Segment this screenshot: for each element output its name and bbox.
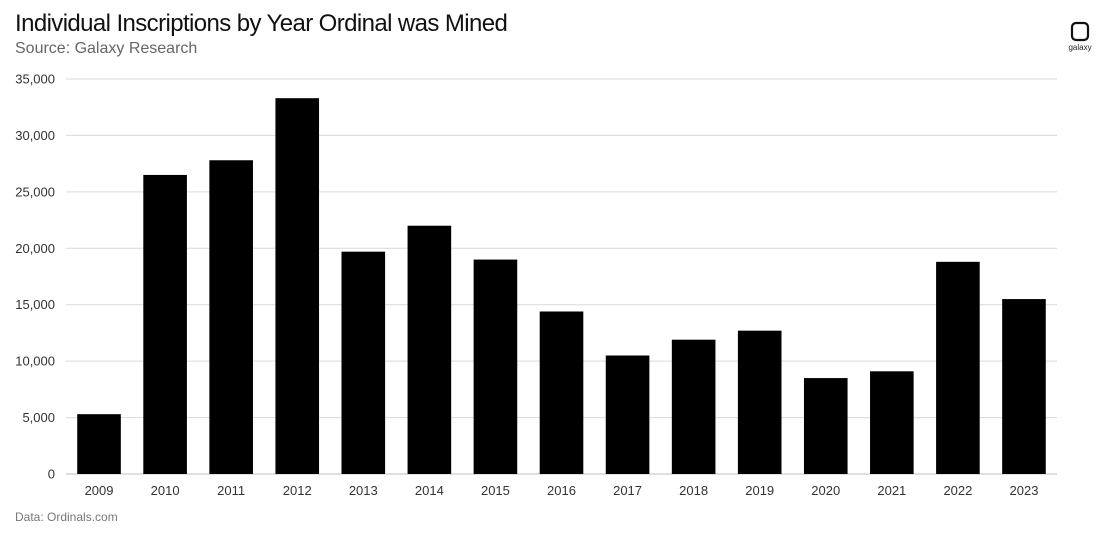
y-tick-label: 10,000: [15, 354, 55, 369]
x-tick-label: 2020: [811, 483, 840, 498]
bar-2021: [870, 371, 914, 474]
y-tick-label: 15,000: [15, 297, 55, 312]
x-tick-label: 2023: [1010, 483, 1039, 498]
bar-2019: [737, 330, 782, 474]
x-tick-label: 2009: [85, 483, 114, 498]
bars-layer: [77, 98, 1046, 474]
x-tick-label: 2015: [481, 483, 510, 498]
y-tick-label: 30,000: [15, 128, 55, 143]
bar-2016: [539, 311, 584, 474]
y-tick-label: 35,000: [15, 72, 55, 87]
y-tick-label: 0: [48, 467, 55, 482]
galaxy-logo-icon: [1070, 21, 1090, 42]
x-tick-label: 2010: [151, 483, 180, 498]
bar-2022: [936, 261, 980, 474]
bar-2011: [209, 160, 253, 474]
bar-2014: [407, 225, 452, 474]
x-tick-label: 2011: [217, 483, 245, 498]
x-tick-label: 2013: [349, 483, 378, 498]
bar-2018: [671, 339, 716, 474]
y-tick-label: 20,000: [15, 241, 55, 256]
y-tick-label: 5,000: [22, 410, 55, 425]
x-tick-label: 2017: [613, 483, 642, 498]
x-tick-label: 2014: [415, 483, 444, 498]
bar-2013: [341, 251, 386, 474]
x-tick-label: 2022: [943, 483, 972, 498]
x-tick-label: 2019: [745, 483, 774, 498]
bar-2010: [143, 174, 187, 474]
x-tick-label: 2021: [877, 483, 906, 498]
x-tick-label: 2016: [547, 483, 576, 498]
x-tick-label: 2018: [679, 483, 708, 498]
y-tick-label: 25,000: [15, 184, 55, 199]
x-axis-labels: 2009 2010 2011 2012 2013 2014 2015 2016 2017 2018…: [85, 483, 1039, 498]
chart-subtitle: Source: Galaxy Research: [15, 40, 198, 57]
x-tick-label: 2012: [283, 483, 312, 498]
bar-2009: [77, 414, 121, 474]
y-axis-labels: 0 5,000 10,000 15,000 20,000 25,000 30,000 35,0…: [15, 72, 55, 482]
bar-2012: [275, 98, 320, 474]
data-source-note: Data: Ordinals.com: [15, 510, 118, 524]
bar-2017: [605, 355, 650, 474]
bar-2023: [1002, 299, 1046, 474]
chart-title: Individual Inscriptions by Year Ordinal …: [15, 10, 508, 37]
bar-2020: [803, 378, 848, 474]
logo-text: galaxy: [1068, 43, 1092, 52]
bar-2015: [473, 259, 518, 474]
